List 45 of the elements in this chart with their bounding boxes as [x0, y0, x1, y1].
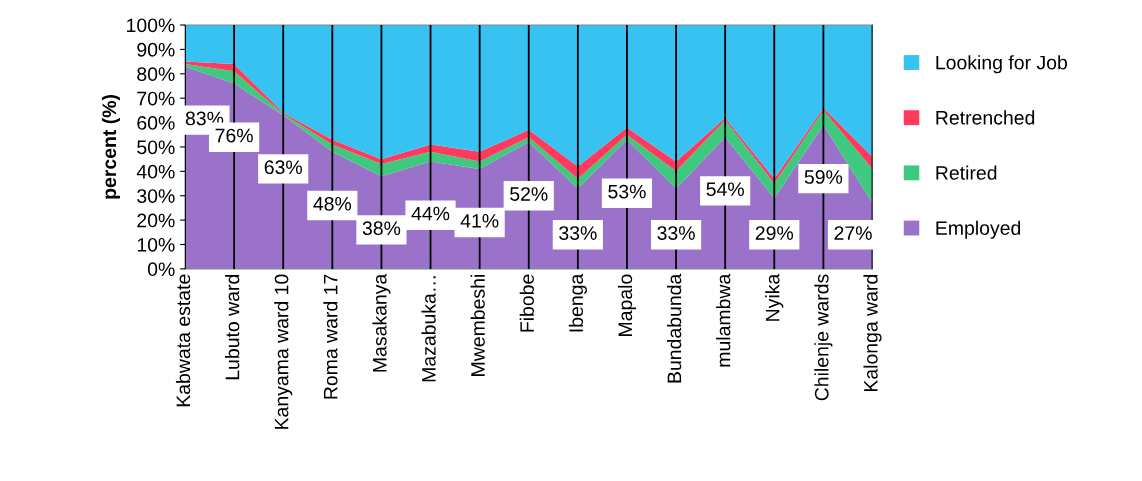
data-label: 38%	[362, 221, 401, 236]
data-label: 59%	[804, 170, 843, 184]
data-label: 27%	[834, 226, 872, 240]
y-tick-label: 90%	[137, 42, 175, 57]
x-tick-label: mulambwa	[716, 273, 731, 367]
x-tick-label: Mwembeshi	[470, 275, 485, 376]
y-tick-label: 30%	[137, 189, 175, 203]
data-label: 33%	[559, 226, 597, 240]
x-tick-label: Lubuto ward	[225, 274, 240, 380]
y-tick-label: 20%	[137, 213, 175, 228]
legend-label: Employed	[936, 220, 1021, 239]
data-label: 44%	[411, 206, 450, 221]
x-tick-label: Ibenga	[568, 273, 587, 332]
y-tick-label: 100%	[127, 18, 175, 33]
data-label: 53%	[608, 184, 646, 199]
data-label: 29%	[755, 226, 794, 240]
x-tick-label: Kabwata estate	[175, 274, 191, 407]
y-tick-label: 80%	[137, 67, 175, 82]
y-tick-label: 50%	[137, 140, 175, 155]
y-tick-label: 60%	[137, 116, 175, 130]
x-tick-label: Bundabunda	[667, 273, 682, 383]
x-tick-label: Kalonga ward	[863, 274, 882, 392]
data-label: 41%	[460, 214, 499, 228]
y-tick-label: 0%	[147, 262, 175, 277]
legend-label: Retrenched	[936, 110, 1035, 125]
legend-label: Retired	[936, 165, 997, 180]
data-label: 52%	[510, 187, 548, 201]
data-label: 48%	[313, 196, 352, 211]
x-tick-label: Masakanya	[372, 273, 391, 372]
x-tick-label: Kanyama ward 10	[274, 274, 293, 429]
x-tick-label: Fibobe	[519, 274, 534, 332]
data-label: 54%	[706, 182, 744, 197]
x-tick-label: Chilenje wards	[814, 274, 833, 401]
data-label: 63%	[264, 160, 302, 175]
data-label: 76%	[215, 128, 253, 143]
data-label: 33%	[657, 226, 695, 240]
y-tick-label: 70%	[137, 91, 175, 106]
y-axis-title: percent (%)	[101, 94, 120, 199]
y-tick-label: 40%	[136, 164, 175, 179]
y-tick-label: 10%	[137, 237, 175, 252]
legend-label: Looking for Job	[936, 55, 1067, 74]
x-tick-label: Mazabuka…	[421, 276, 436, 382]
x-tick-label: Mapalo	[617, 274, 637, 336]
x-tick-label: Roma ward 17	[323, 274, 338, 399]
x-tick-label: Nyika	[765, 273, 784, 321]
